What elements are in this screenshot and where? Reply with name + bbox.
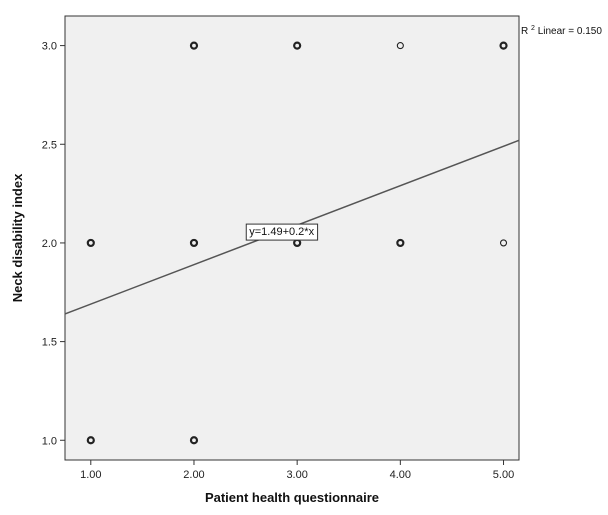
- axis-tick-labels: 1.00 2.00 3.00 4.00 5.00 1.0 1.5 2.0 2.5 3.0: [42, 41, 515, 481]
- data-point: [86, 238, 95, 248]
- x-tick-label: 5.00: [493, 469, 514, 481]
- data-point: [499, 239, 508, 247]
- y-tick-label: 2.0: [42, 238, 57, 250]
- y-tick-label: 2.5: [42, 139, 57, 151]
- data-point: [86, 436, 95, 445]
- data-point: [499, 41, 508, 50]
- x-axis-title: Patient health questionnaire: [205, 490, 379, 505]
- r2-label: R 2 Linear = 0.150: [521, 22, 602, 37]
- equation-label: y=1.49+0.2*x: [249, 226, 314, 238]
- r2-prefix: R: [521, 26, 528, 37]
- y-tick-label: 1.5: [42, 337, 57, 349]
- x-tick-label: 4.00: [390, 469, 411, 481]
- data-point: [396, 42, 404, 50]
- r2-suffix: Linear = 0.150: [538, 26, 603, 37]
- x-tick-label: 3.00: [286, 469, 307, 481]
- equation-box: [245, 223, 319, 241]
- y-tick-label: 3.0: [42, 41, 57, 53]
- x-tick-label: 2.00: [183, 469, 204, 481]
- x-tick-label: 1.00: [80, 469, 101, 481]
- y-tick-label: 1.0: [42, 435, 57, 447]
- data-point: [189, 436, 199, 445]
- data-point: [189, 41, 199, 50]
- data-point: [396, 238, 405, 248]
- data-point: [189, 238, 199, 248]
- axis-ticks: [60, 45, 505, 465]
- data-points: [86, 41, 508, 445]
- data-point: [293, 41, 302, 50]
- y-axis-title: Neck disability index: [10, 173, 25, 302]
- r2-superscript: 2: [531, 25, 535, 32]
